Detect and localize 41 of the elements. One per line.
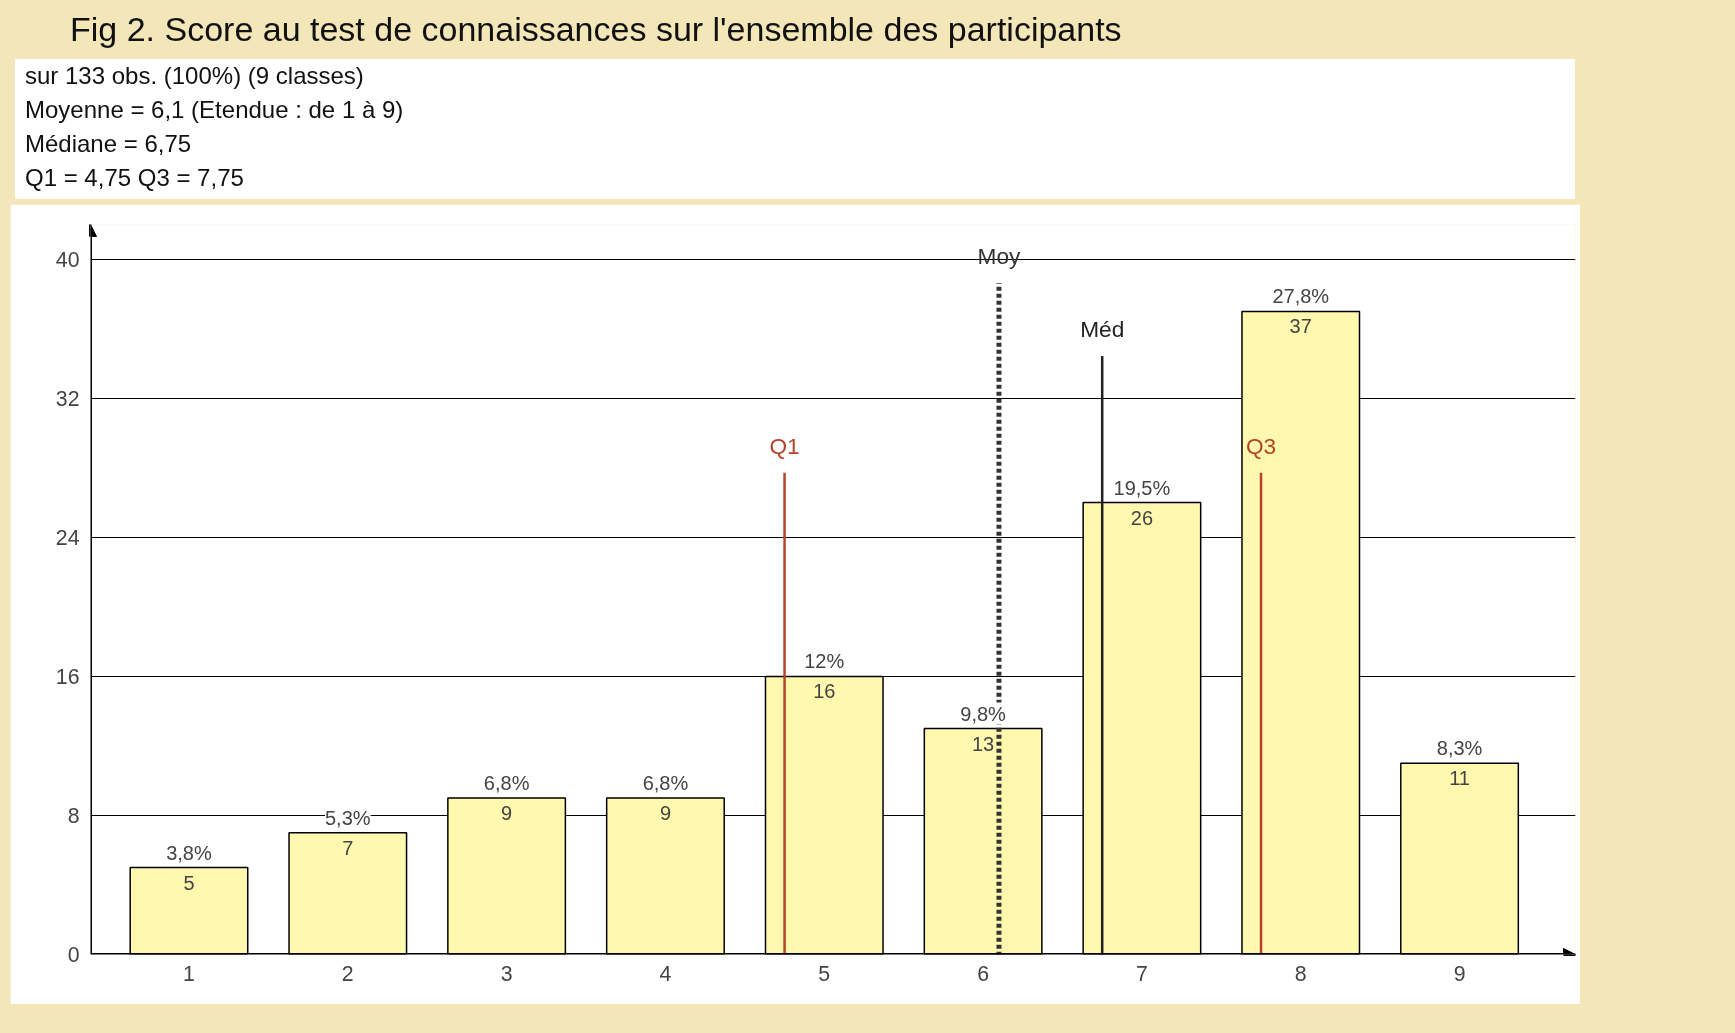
x-tick-label: 6 xyxy=(977,961,990,986)
ref-line-label: Q3 xyxy=(1245,432,1277,459)
data-label: 5 xyxy=(183,871,195,894)
y-tick-label: 16 xyxy=(55,664,80,689)
text: sur 133 obs. (100%) (9 classes) xyxy=(25,62,364,89)
y-tick-label: 40 xyxy=(55,247,80,272)
y-tick-label: 0 xyxy=(67,943,80,967)
annotation: 8,3% xyxy=(1436,737,1483,760)
annotation: 27,8% xyxy=(1272,285,1330,308)
x-tick-label: 1 xyxy=(183,961,195,986)
x-tick-label: 3 xyxy=(500,961,513,986)
data-label: 11 xyxy=(1449,767,1470,790)
y-tick-label: 24 xyxy=(55,525,80,550)
x-tick-label: 7 xyxy=(1135,961,1148,986)
data-label: 9 xyxy=(659,802,671,825)
annotation: 19,5% xyxy=(1113,476,1171,499)
chart-title: Fig 2. Score au test de connaissances sur l'ensemble des participants xyxy=(70,9,1122,50)
annotation: 5,3% xyxy=(325,806,371,829)
data-label: 7 xyxy=(342,836,354,859)
x-tick-label: 2 xyxy=(341,961,354,986)
annotation: 3,8% xyxy=(166,841,212,864)
annotation: 6,8% xyxy=(642,772,689,795)
x-tick-label: 4 xyxy=(659,961,672,986)
text: Médiane = 6,75 xyxy=(25,130,192,157)
x-tick-label: 9 xyxy=(1453,961,1466,986)
text: Q1 = 4,75 Q3 = 7,75 xyxy=(25,164,244,191)
annotation: 9,8% xyxy=(960,702,1007,725)
ref-line-label: Méd xyxy=(1080,315,1125,342)
data-label: 37 xyxy=(1289,315,1312,338)
annotation: 12% xyxy=(804,650,845,673)
y-tick-label: 32 xyxy=(55,386,80,411)
data-label: 16 xyxy=(813,680,836,703)
x-tick-label: 5 xyxy=(818,961,831,986)
data-label: 13 xyxy=(971,732,995,755)
data-label: 26 xyxy=(1130,506,1154,529)
x-tick-label: 8 xyxy=(1294,961,1307,986)
annotation: 6,8% xyxy=(483,772,530,795)
text: Moyenne = 6,1 (Etendue : de 1 à 9) xyxy=(25,96,404,123)
y-tick-label: 8 xyxy=(67,803,80,828)
ref-line-label: Q1 xyxy=(769,432,800,459)
data-label: 9 xyxy=(501,802,513,825)
